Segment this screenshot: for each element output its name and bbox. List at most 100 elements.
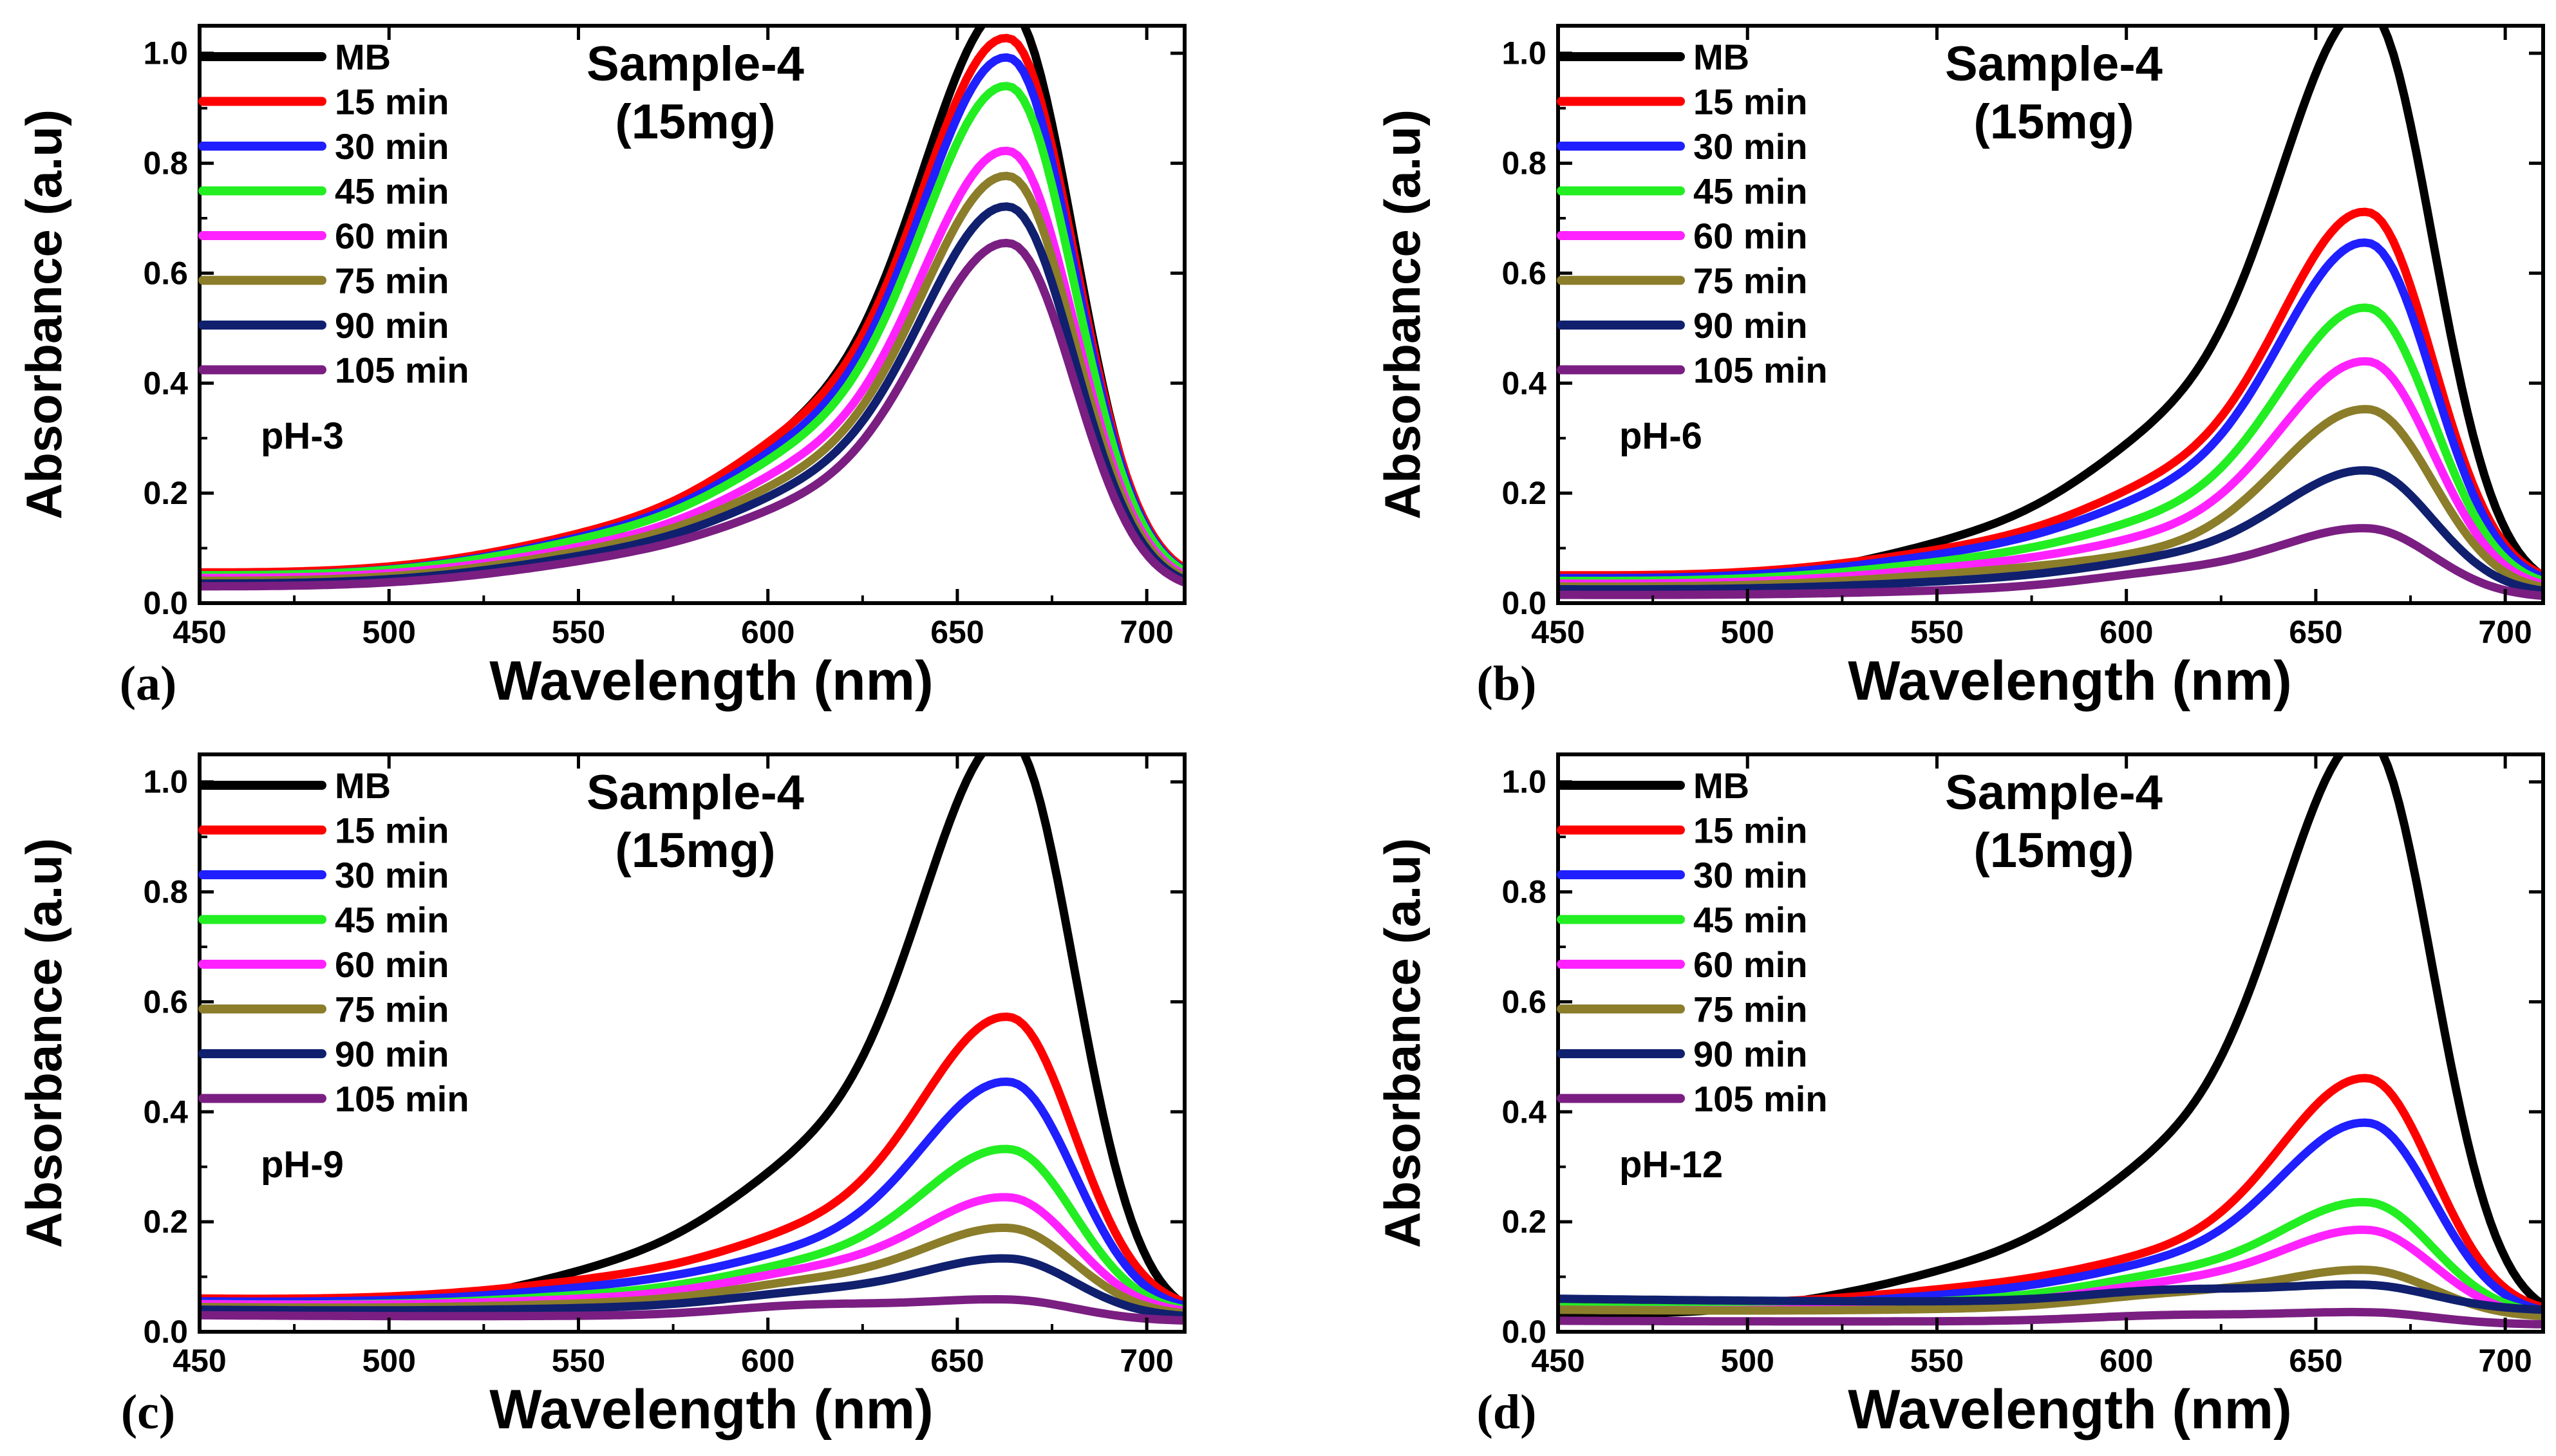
y-axis-label: Absorbance (a.u): [15, 109, 72, 519]
legend-label: 75 min: [1693, 989, 1807, 1030]
chart-title: Sample-4: [587, 765, 804, 820]
y-tick-label: 0.6: [1501, 984, 1546, 1020]
y-tick-label: 0.0: [1501, 1314, 1546, 1350]
y-tick-label: 0.2: [143, 475, 188, 511]
series-line-60-min: [1558, 357, 2543, 588]
y-tick-label: 1.0: [143, 35, 188, 71]
y-tick-label: 0.8: [1501, 145, 1546, 182]
legend-label: 45 min: [1693, 171, 1807, 212]
legend-label: 105 min: [1693, 350, 1828, 391]
plot-frame: [1556, 24, 2545, 605]
x-tick-label: 500: [1721, 614, 1774, 650]
x-axis-label: Wavelength (nm): [1848, 1379, 2292, 1441]
x-tick-label: 550: [552, 614, 605, 650]
legend-label: 45 min: [1693, 900, 1807, 940]
x-tick-label: 700: [1120, 1343, 1173, 1379]
y-tick-label: 0.8: [1501, 874, 1546, 910]
x-tick-label: 450: [1531, 1343, 1584, 1379]
y-axis-label: Absorbance (a.u): [1374, 109, 1431, 519]
legend-label: 60 min: [1693, 216, 1807, 256]
chart-subtitle: (15mg): [615, 95, 775, 149]
legend-label: 75 min: [1693, 261, 1807, 301]
series-line-90-min: [1558, 1280, 2543, 1314]
plot-frame: [198, 752, 1187, 1334]
x-tick-label: 650: [930, 1343, 984, 1379]
x-tick-label: 600: [2100, 614, 2153, 650]
chart-panel-c: 450 500 550 600 650 700 0.0 0.2 0.4 0.6 0.8 1.0 Wave…: [15, 752, 1187, 1441]
y-tick-label: 0.4: [143, 365, 188, 401]
x-tick-label: 700: [1120, 614, 1173, 650]
chart-title: Sample-4: [587, 37, 804, 91]
y-tick-label: 0.2: [143, 1204, 188, 1240]
legend-label: 105 min: [335, 350, 469, 391]
y-tick-label: 0.8: [143, 874, 188, 910]
plot-frame: [198, 24, 1187, 605]
y-tick-label: 1.0: [143, 764, 188, 800]
panel-label: (b): [1477, 657, 1537, 711]
chart-panel-b: 450 500 550 600 650 700 0.0 0.2 0.4 0.6 0.8 1.0 Wave…: [1374, 24, 2545, 712]
legend-label: 75 min: [335, 261, 449, 301]
y-tick-label: 0.0: [1501, 585, 1546, 621]
x-tick-label: 650: [2289, 1343, 2342, 1379]
y-tick-label: 0.6: [1501, 255, 1546, 291]
panel-label: (d): [1477, 1385, 1537, 1439]
y-tick-label: 1.0: [1501, 35, 1546, 71]
series-group: [1558, 754, 2543, 1329]
x-axis-label: Wavelength (nm): [489, 650, 934, 712]
series-line-75-min: [1558, 1265, 2543, 1321]
x-tick-label: 500: [362, 1343, 416, 1379]
legend-label: 45 min: [335, 171, 449, 212]
legend-label: 105 min: [1693, 1079, 1828, 1119]
y-tick-label: 0.4: [1501, 365, 1546, 401]
legend-label: MB: [335, 765, 391, 806]
chart-subtitle: (15mg): [1973, 95, 2134, 149]
legend-label: 90 min: [1693, 1034, 1807, 1074]
series-line-105-min: [1558, 1307, 2543, 1329]
x-tick-label: 550: [552, 1343, 605, 1379]
legend-label: 60 min: [335, 216, 449, 256]
y-tick-label: 0.4: [1501, 1094, 1546, 1130]
chart-panel-a: 450 500 550 600 650 700 0.0 0.2 0.4 0.6 0.8 1.0 Wave…: [15, 24, 1187, 712]
chart-subtitle: (15mg): [1973, 823, 2134, 878]
series-line-90-min: [1558, 466, 2543, 595]
series-line-105-min: [1558, 524, 2543, 600]
series-line-45-min: [1558, 303, 2543, 585]
legend-label: 60 min: [335, 944, 449, 985]
y-tick-label: 1.0: [1501, 764, 1546, 800]
legend-label: 15 min: [335, 82, 449, 122]
series-line-90-min: [200, 1254, 1185, 1320]
x-tick-label: 700: [2478, 614, 2532, 650]
series-group: [200, 754, 1185, 1325]
x-tick-label: 550: [1910, 614, 1964, 650]
legend-label: 60 min: [1693, 944, 1807, 985]
panel-label: (c): [121, 1385, 175, 1439]
y-tick-label: 0.0: [143, 1314, 188, 1350]
panel-label: (a): [120, 657, 177, 711]
legend-label: 90 min: [1693, 305, 1807, 346]
chart-panel-d: 450 500 550 600 650 700 0.0 0.2 0.4 0.6 0.8 1.0 Wave…: [1374, 752, 2545, 1441]
y-tick-label: 0.2: [1501, 1204, 1546, 1240]
plot-frame: [1556, 752, 2545, 1334]
x-tick-label: 550: [1910, 1343, 1964, 1379]
legend-label: 105 min: [335, 1079, 469, 1119]
x-tick-label: 700: [2478, 1343, 2532, 1379]
y-tick-label: 0.8: [143, 145, 188, 182]
legend-label: 30 min: [1693, 126, 1807, 167]
x-tick-label: 600: [741, 614, 794, 650]
legend-label: 75 min: [335, 989, 449, 1030]
legend-label: 90 min: [335, 1034, 449, 1074]
legend-label: MB: [335, 37, 391, 77]
chart-subtitle: (15mg): [615, 823, 775, 878]
legend-label: 30 min: [335, 126, 449, 167]
legend-label: MB: [1693, 765, 1749, 806]
y-tick-label: 0.4: [143, 1094, 188, 1130]
x-tick-label: 600: [741, 1343, 794, 1379]
ph-annotation: pH-9: [261, 1144, 344, 1186]
x-tick-label: 450: [1531, 614, 1584, 650]
legend-label: MB: [1693, 37, 1749, 77]
